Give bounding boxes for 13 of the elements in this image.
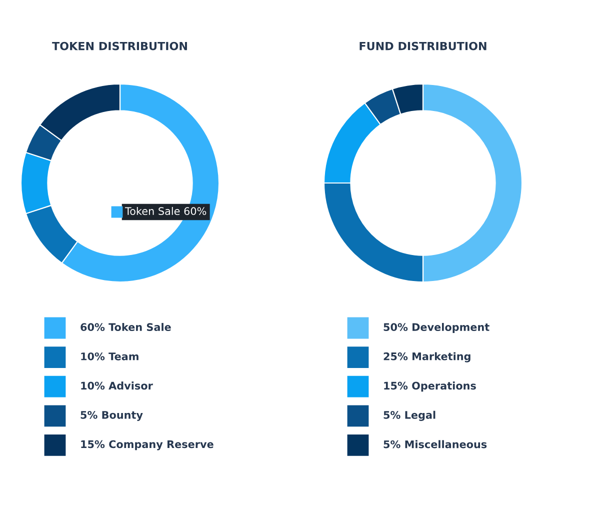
text: Token Sale 60%: [124, 206, 206, 216]
legend-label: 5% Miscellaneous: [384, 440, 487, 448]
legend-label: 10% Team: [81, 352, 138, 360]
legend-label: 25% Marketing: [384, 352, 470, 362]
legend-label: 10% Advisor: [81, 382, 153, 390]
chart-title: TOKEN DISTRIBUTION: [52, 42, 187, 50]
legend-label: 50% Development: [384, 322, 490, 334]
legend-label: 5% Legal: [384, 410, 436, 421]
legend-label: 15% Operations: [384, 382, 476, 392]
legend-label: 60% Token Sale: [80, 322, 171, 332]
legend-label: 5% Bounty: [80, 410, 143, 421]
chart-title: FUND DISTRIBUTION: [360, 42, 486, 50]
legend-label: 15% Company Reserve: [81, 440, 214, 450]
